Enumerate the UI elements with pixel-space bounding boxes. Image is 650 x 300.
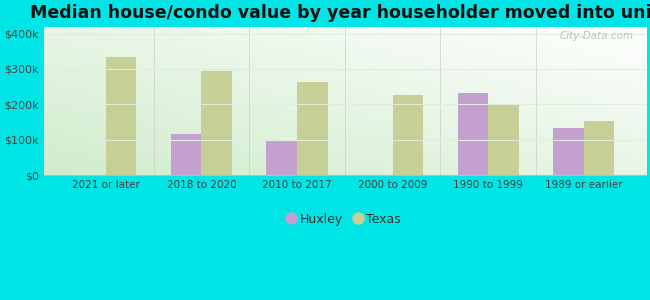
Bar — [553, 128, 584, 175]
Bar — [266, 141, 297, 175]
Legend: Huxley, Texas: Huxley, Texas — [283, 208, 406, 231]
Bar — [202, 71, 232, 175]
Bar — [171, 134, 202, 175]
Bar — [393, 95, 423, 175]
Bar — [488, 105, 519, 175]
Text: City-Data.com: City-Data.com — [560, 31, 634, 41]
Title: Median house/condo value by year householder moved into unit: Median house/condo value by year househo… — [30, 4, 650, 22]
Bar — [106, 57, 136, 175]
Bar — [458, 93, 488, 175]
Bar — [584, 121, 614, 175]
Bar — [297, 82, 328, 175]
